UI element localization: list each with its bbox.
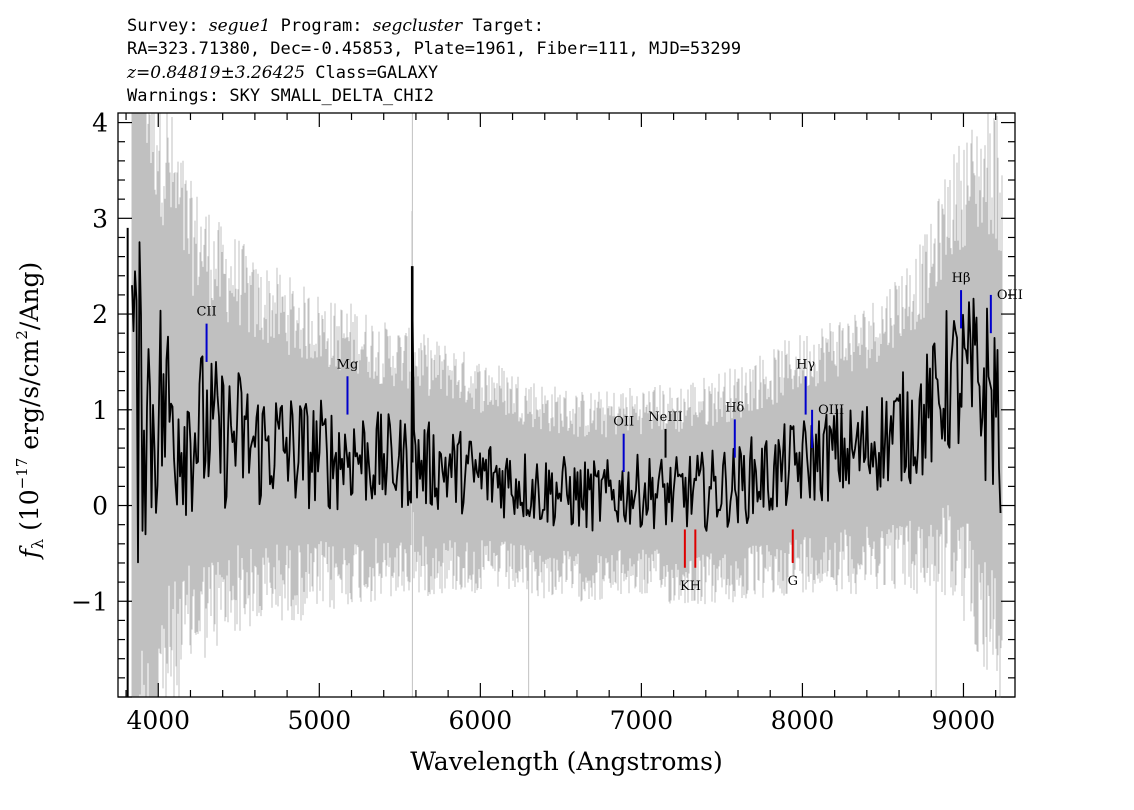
program-name: segcluster [373, 16, 463, 36]
spectral-line-label: Mg [337, 357, 359, 372]
x-tick-label: 6000 [449, 706, 513, 735]
class-text: Class=GALAXY [305, 63, 438, 83]
x-tick-label: 7000 [610, 706, 674, 735]
header-line-2: RA=323.71380, Dec=-0.45853, Plate=1961, … [127, 39, 741, 59]
x-tick-label: 8000 [771, 706, 835, 735]
program-prefix: Program: [270, 16, 372, 36]
plot-frame [117, 112, 1016, 698]
x-tick-label: 4000 [126, 706, 190, 735]
y-tick-label: 1 [92, 396, 108, 425]
error-band [131, 113, 1003, 697]
survey-name: segue1 [209, 16, 271, 36]
y-tick-label: 4 [92, 109, 108, 138]
flux-series [126, 227, 1002, 697]
header-line-1: Survey: segue1 Program: segcluster Targe… [127, 16, 544, 36]
x-axis-label: Wavelength (Angstroms) [410, 747, 722, 776]
spectral-line-label: Hδ [725, 400, 744, 415]
header-line-3: z=0.84819±3.26425 Class=GALAXY [126, 63, 438, 83]
redshift-value: z=0.84819±3.26425 [126, 63, 305, 83]
axis-ticks: 4000 5000 6000 7000 8000 9000 −1 0 1 2 3 4 [71, 109, 1015, 735]
spectral-line-label: Hγ [796, 357, 815, 372]
flux-line [131, 241, 1002, 564]
spectral-line-label: H [690, 579, 701, 594]
x-tick-label: 5000 [287, 706, 351, 735]
header-line-4: Warnings: SKY SMALL_DELTA_CHI2 [127, 86, 434, 106]
y-tick-label: 3 [92, 204, 108, 233]
spectral-line-label: G [788, 574, 798, 589]
spectral-line-label: K [680, 579, 690, 594]
target-label: Target: [462, 16, 544, 36]
y-tick-label: 2 [92, 300, 108, 329]
x-tick-label: 9000 [932, 706, 996, 735]
error-band-path [131, 113, 1003, 697]
spectral-line-label: OII [613, 415, 634, 430]
spectral-line-label: CII [196, 305, 216, 320]
y-tick-label: −1 [71, 587, 108, 616]
spectral-line-label: NeIII [648, 410, 682, 425]
spectral-line-label: Hβ [952, 271, 971, 286]
survey-prefix: Survey: [127, 16, 209, 36]
y-tick-label: 0 [92, 492, 108, 521]
y-axis-label: fλ (10−17 erg/s/cm2/Ang) [13, 262, 47, 561]
spectral-line-label: OIII [818, 403, 844, 418]
